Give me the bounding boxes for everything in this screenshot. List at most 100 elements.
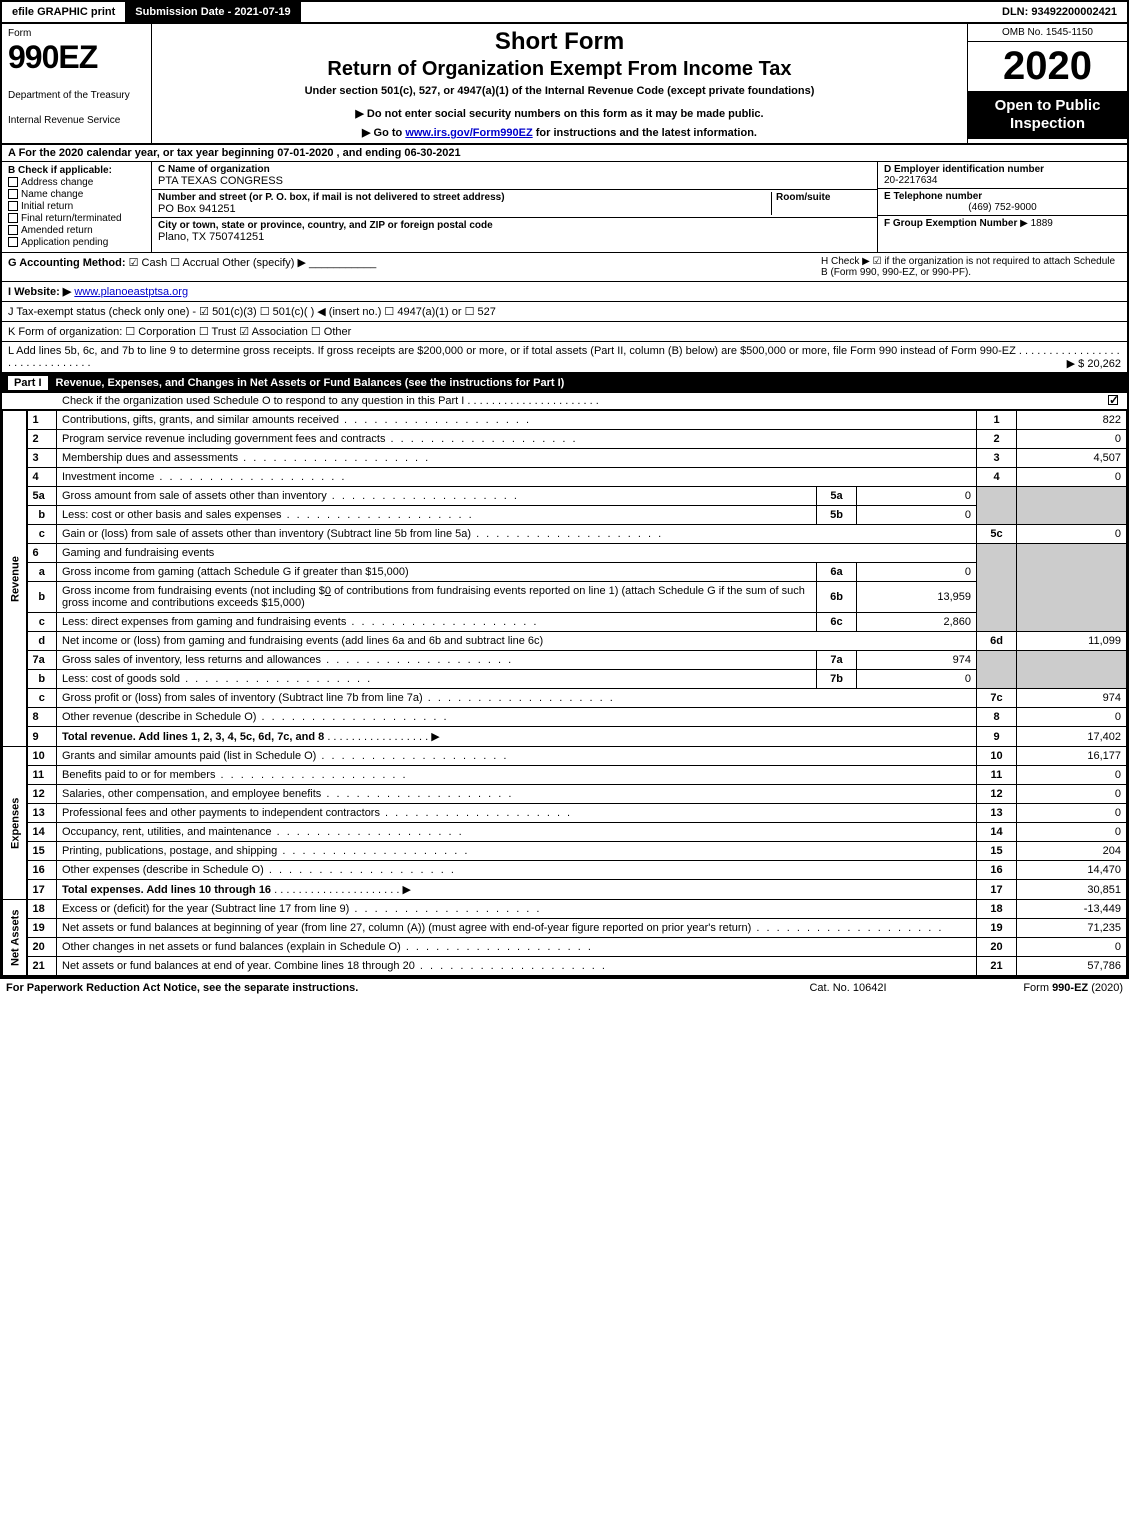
l7-grey-box	[977, 651, 1017, 689]
l21-num: 21	[27, 957, 57, 976]
e-phone-label: E Telephone number	[884, 191, 982, 202]
tax-year: 2020	[968, 42, 1127, 91]
l3-val: 4,507	[1017, 449, 1127, 468]
chk-amended-return[interactable]: Amended return	[8, 225, 145, 236]
irs-link[interactable]: www.irs.gov/Form990EZ	[405, 127, 532, 139]
l7a-mini: 7a	[817, 651, 857, 670]
chk-final-return[interactable]: Final return/terminated	[8, 213, 145, 224]
row-j-tax-exempt: J Tax-exempt status (check only one) - ☑…	[2, 302, 1127, 322]
part1-heading: Revenue, Expenses, and Changes in Net As…	[56, 377, 565, 389]
open-to-public: Open to Public Inspection	[968, 91, 1127, 139]
l19-desc: Net assets or fund balances at beginning…	[57, 919, 977, 938]
c-city-value: Plano, TX 750741251	[158, 231, 493, 243]
l9-box: 9	[977, 727, 1017, 747]
efile-label: efile GRAPHIC print	[2, 2, 125, 22]
chk-address-change[interactable]: Address change	[8, 177, 145, 188]
l6b-minival: 13,959	[857, 582, 977, 613]
goto-line: ▶ Go to www.irs.gov/Form990EZ for instru…	[158, 126, 961, 139]
l8-desc: Other revenue (describe in Schedule O)	[57, 708, 977, 727]
dept-treasury: Department of the Treasury	[8, 90, 145, 101]
l6d-desc: Net income or (loss) from gaming and fun…	[57, 632, 977, 651]
l13-num: 13	[27, 804, 57, 823]
l18-val: -13,449	[1017, 900, 1127, 919]
c-city-label: City or town, state or province, country…	[158, 220, 493, 231]
l18-num: 18	[27, 900, 57, 919]
netassets-side-label: Net Assets	[3, 900, 27, 976]
paperwork-notice: For Paperwork Reduction Act Notice, see …	[6, 982, 773, 994]
c-name-label: C Name of organization	[158, 164, 871, 175]
l5c-val: 0	[1017, 525, 1127, 544]
l10-num: 10	[27, 747, 57, 766]
l21-val: 57,786	[1017, 957, 1127, 976]
l11-val: 0	[1017, 766, 1127, 785]
l7-grey-val	[1017, 651, 1127, 689]
l9-num: 9	[27, 727, 57, 747]
l12-desc: Salaries, other compensation, and employ…	[57, 785, 977, 804]
l15-desc: Printing, publications, postage, and shi…	[57, 842, 977, 861]
l9-val: 17,402	[1017, 727, 1127, 747]
l10-val: 16,177	[1017, 747, 1127, 766]
chk-initial-return[interactable]: Initial return	[8, 201, 145, 212]
l6b-mini: 6b	[817, 582, 857, 613]
submission-date-button[interactable]: Submission Date - 2021-07-19	[125, 2, 302, 22]
form-header: Form 990EZ Department of the Treasury In…	[2, 24, 1127, 145]
l3-box: 3	[977, 449, 1017, 468]
h-schedule-b: H Check ▶ ☑ if the organization is not r…	[821, 256, 1121, 278]
l15-val: 204	[1017, 842, 1127, 861]
i-label: I Website: ▶	[8, 286, 71, 298]
l18-desc: Excess or (deficit) for the year (Subtra…	[57, 900, 977, 919]
l5c-box: 5c	[977, 525, 1017, 544]
l6a-desc: Gross income from gaming (attach Schedul…	[57, 563, 817, 582]
l14-num: 14	[27, 823, 57, 842]
l6a-mini: 6a	[817, 563, 857, 582]
l5a-desc: Gross amount from sale of assets other t…	[57, 487, 817, 506]
l12-box: 12	[977, 785, 1017, 804]
l7c-num: c	[27, 689, 57, 708]
l5a-mini: 5a	[817, 487, 857, 506]
l1-num: 1	[27, 411, 57, 430]
chk-application-pending[interactable]: Application pending	[8, 237, 145, 248]
l21-desc: Net assets or fund balances at end of ye…	[57, 957, 977, 976]
entity-info-block: B Check if applicable: Address change Na…	[2, 162, 1127, 253]
part1-schedule-o-checkbox[interactable]	[1108, 395, 1118, 405]
ssn-warning: ▶ Do not enter social security numbers o…	[158, 107, 961, 120]
chk-name-change[interactable]: Name change	[8, 189, 145, 200]
l5-grey-val	[1017, 487, 1127, 525]
e-phone-value: (469) 752-9000	[884, 202, 1121, 213]
l11-box: 11	[977, 766, 1017, 785]
l8-num: 8	[27, 708, 57, 727]
dln-label: DLN: 93492200002421	[992, 2, 1127, 22]
l-text: L Add lines 5b, 6c, and 7b to line 9 to …	[8, 345, 1120, 369]
l6b-num: b	[27, 582, 57, 613]
row-l-gross-receipts: L Add lines 5b, 6c, and 7b to line 9 to …	[2, 342, 1127, 373]
l6c-num: c	[27, 613, 57, 632]
l14-box: 14	[977, 823, 1017, 842]
l4-desc: Investment income	[57, 468, 977, 487]
form-ref: Form 990-EZ (2020)	[923, 982, 1123, 994]
header-mid: Short Form Return of Organization Exempt…	[152, 24, 967, 143]
col-c-name-address: C Name of organization PTA TEXAS CONGRES…	[152, 162, 877, 252]
l8-box: 8	[977, 708, 1017, 727]
room-suite-label: Room/suite	[776, 192, 871, 203]
d-ein-value: 20-2217634	[884, 175, 937, 186]
l6b-desc: Gross income from fundraising events (no…	[57, 582, 817, 613]
l4-num: 4	[27, 468, 57, 487]
l10-box: 10	[977, 747, 1017, 766]
l6a-minival: 0	[857, 563, 977, 582]
col-b-title: B Check if applicable:	[8, 165, 112, 176]
cat-no: Cat. No. 10642I	[773, 982, 923, 994]
l7c-val: 974	[1017, 689, 1127, 708]
l7b-mini: 7b	[817, 670, 857, 689]
part1-sub: Check if the organization used Schedule …	[2, 393, 1127, 410]
l1-box: 1	[977, 411, 1017, 430]
l6d-num: d	[27, 632, 57, 651]
c-addr-value: PO Box 941251	[158, 203, 771, 215]
l12-val: 0	[1017, 785, 1127, 804]
l16-val: 14,470	[1017, 861, 1127, 880]
form-990ez-page: efile GRAPHIC print Submission Date - 20…	[0, 0, 1129, 978]
l5b-minival: 0	[857, 506, 977, 525]
l20-val: 0	[1017, 938, 1127, 957]
lines-table: Revenue 1 Contributions, gifts, grants, …	[2, 410, 1127, 976]
website-link[interactable]: www.planoeastptsa.org	[74, 286, 188, 298]
l6d-box: 6d	[977, 632, 1017, 651]
